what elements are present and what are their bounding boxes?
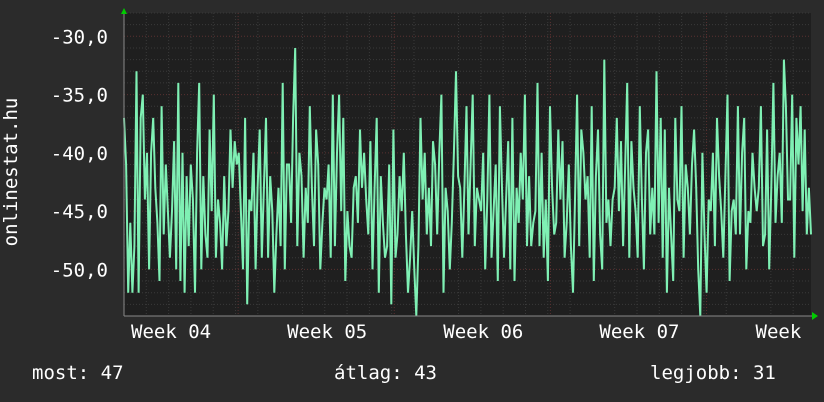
- y-tick-label: -45,0: [51, 201, 108, 223]
- x-tick-label: Week 07: [599, 321, 679, 343]
- y-tick-label: -50,0: [51, 259, 108, 281]
- x-tick-label: Week 05: [287, 321, 367, 343]
- best-value: legjobb: 31: [650, 362, 776, 384]
- y-axis-label: onlinestat.hu: [0, 97, 22, 247]
- series-line: [123, 47, 812, 317]
- y-tick-label: -30,0: [51, 26, 108, 48]
- x-tick-label: Week 06: [443, 321, 523, 343]
- x-tick-label: Week: [756, 321, 802, 343]
- y-axis-arrow-icon: [121, 8, 127, 14]
- x-tick-labels: Week 04 Week 05 Week 06 Week 07 Week: [131, 321, 802, 343]
- average-value: átlag: 43: [334, 362, 437, 384]
- current-value: most: 47: [32, 362, 124, 384]
- y-tick-label: -35,0: [51, 85, 108, 107]
- y-tick-labels: -30,0 -35,0 -40,0 -45,0 -50,0: [51, 26, 108, 281]
- y-tick-label: -40,0: [51, 143, 108, 165]
- x-tick-label: Week 04: [131, 321, 211, 343]
- x-axis-arrow-icon: [812, 312, 818, 320]
